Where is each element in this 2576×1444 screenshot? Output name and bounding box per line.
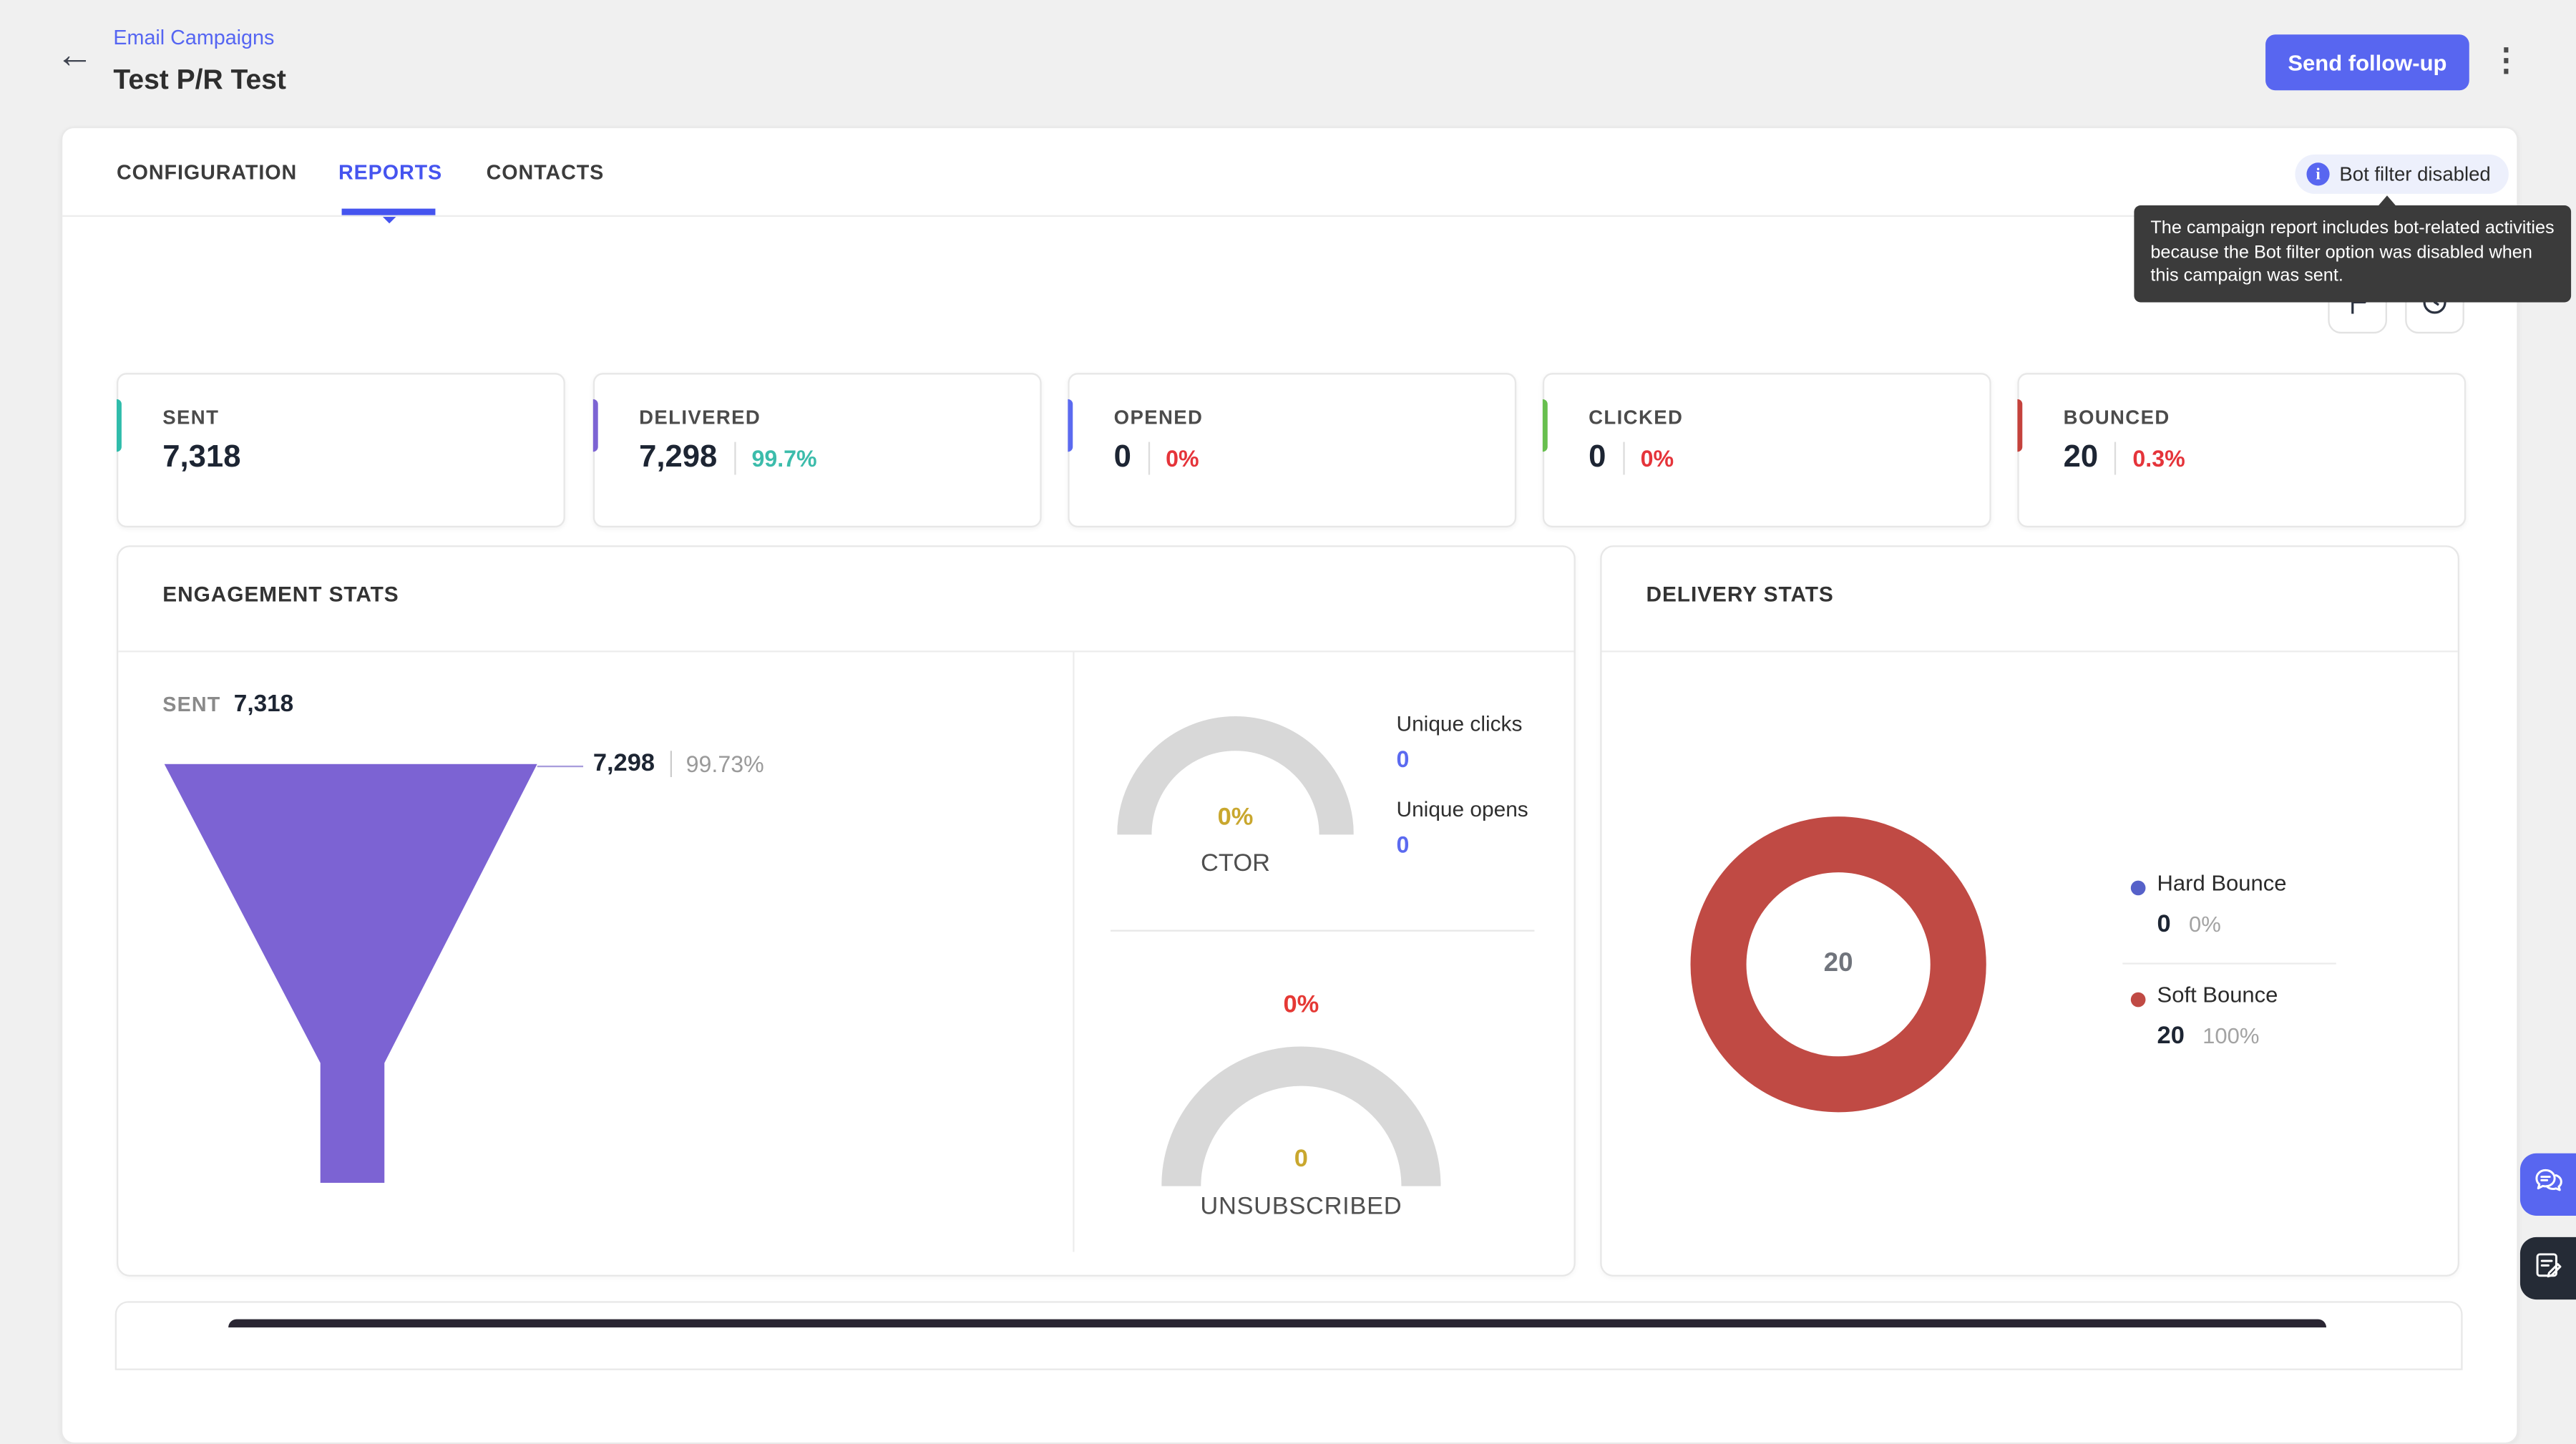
- legend-value: 20: [2157, 1022, 2185, 1050]
- delivery-stats-panel: DELIVERY STATS 20 Hard Bounce 0 0% Soft …: [1600, 545, 2459, 1277]
- back-arrow-icon[interactable]: ←: [56, 32, 94, 76]
- ctor-gauge-chart: [1117, 716, 1354, 835]
- chat-bubbles-icon: [2532, 1164, 2565, 1205]
- stat-percent: 0%: [1640, 445, 1674, 472]
- panel-title: DELIVERY STATS: [1646, 581, 1834, 607]
- divider: [1601, 650, 2458, 653]
- legend-dot-hard-bounce: [2130, 880, 2146, 896]
- separator: [1147, 442, 1150, 475]
- unsubscribed-count: 0: [1294, 1145, 1308, 1174]
- legend-dot-soft-bounce: [2130, 992, 2146, 1008]
- stat-value: 0: [1589, 440, 1606, 475]
- accent-bar: [117, 399, 122, 452]
- separator: [669, 750, 671, 776]
- legend-name-hard-bounce: Hard Bounce: [2157, 870, 2287, 896]
- legend-name-soft-bounce: Soft Bounce: [2157, 982, 2278, 1008]
- stat-label: CLICKED: [1589, 406, 1684, 429]
- accent-bar: [592, 399, 598, 452]
- divider: [1073, 652, 1075, 1252]
- stat-card-opened: OPENED 0 0%: [1068, 373, 1517, 527]
- send-followup-button[interactable]: Send follow-up: [2265, 34, 2469, 91]
- legend-value: 0: [2157, 909, 2171, 938]
- divider: [118, 650, 1574, 653]
- stat-value: 7,298: [639, 440, 718, 475]
- panel-title: ENGAGEMENT STATS: [162, 581, 399, 607]
- sent-value: 7,318: [233, 691, 294, 718]
- stat-value: 20: [2063, 440, 2099, 475]
- legend-values-hard-bounce: 0 0%: [2157, 910, 2221, 938]
- unique-opens-label: Unique opens: [1396, 796, 1528, 821]
- next-section-card: [114, 1301, 2463, 1370]
- sent-label: SENT: [162, 693, 221, 717]
- page-title: Test P/R Test: [113, 64, 286, 96]
- tab-contacts[interactable]: CONTACTS: [486, 161, 605, 185]
- stat-value: 0: [1113, 440, 1131, 475]
- stat-percent: 99.7%: [751, 445, 817, 472]
- accent-bar: [1542, 399, 1548, 452]
- stat-card-delivered: DELIVERED 7,298 99.7%: [592, 373, 1042, 527]
- funnel-delivered-label: 7,298 99.73%: [593, 749, 764, 777]
- accent-bar: [2017, 399, 2023, 452]
- stat-value: 7,318: [162, 440, 241, 475]
- donut-center-value: 20: [1823, 950, 1853, 978]
- bot-filter-label: Bot filter disabled: [2339, 162, 2491, 186]
- engagement-funnel-chart: [164, 764, 537, 1184]
- tooltip-text: The campaign report includes bot-related…: [2150, 218, 2555, 286]
- stat-label: DELIVERED: [639, 406, 761, 429]
- separator: [1622, 442, 1624, 475]
- legend-values-soft-bounce: 20 100%: [2157, 1022, 2260, 1050]
- active-tab-indicator: [341, 208, 436, 224]
- unsubscribed-gauge-chart: [1161, 1046, 1441, 1186]
- unsubscribed-label: UNSUBSCRIBED: [1200, 1192, 1402, 1221]
- funnel-callout-line: [537, 765, 584, 768]
- stat-label: SENT: [162, 406, 220, 429]
- bot-filter-badge[interactable]: i Bot filter disabled: [2295, 154, 2509, 194]
- chat-support-button[interactable]: [2519, 1153, 2576, 1216]
- legend-percent: 0%: [2188, 912, 2221, 937]
- unique-opens-value[interactable]: 0: [1396, 831, 1410, 858]
- stat-percent: 0.3%: [2132, 445, 2185, 472]
- separator: [2114, 442, 2117, 475]
- legend-percent: 100%: [2202, 1023, 2260, 1048]
- unique-clicks-label: Unique clicks: [1396, 711, 1523, 736]
- ctor-value: 0%: [1217, 803, 1254, 831]
- delivered-value: 7,298: [592, 748, 655, 777]
- report-card: CONFIGURATION REPORTS CONTACTS i Bot fil…: [60, 126, 2519, 1444]
- stat-card-bounced: BOUNCED 20 0.3%: [2017, 373, 2467, 527]
- info-icon: i: [2306, 162, 2330, 186]
- kebab-menu-icon[interactable]: ⋮: [2490, 44, 2522, 79]
- stat-label: BOUNCED: [2063, 406, 2170, 429]
- tabbar-divider: [62, 215, 2517, 218]
- unique-clicks-value[interactable]: 0: [1396, 746, 1410, 773]
- unsubscribed-percent: 0%: [1283, 990, 1319, 1019]
- bot-filter-tooltip: The campaign report includes bot-related…: [2134, 195, 2572, 302]
- funnel-sent-line: SENT 7,318: [162, 692, 293, 718]
- feedback-button[interactable]: [2519, 1236, 2576, 1300]
- stat-card-sent: SENT 7,318: [117, 373, 565, 527]
- tab-reports[interactable]: REPORTS: [338, 161, 443, 185]
- tooltip-arrow: [2377, 195, 2397, 208]
- divider: [2122, 962, 2336, 965]
- delivered-percent: 99.73%: [686, 750, 764, 776]
- stat-percent: 0%: [1166, 445, 1199, 472]
- ctor-label: CTOR: [1201, 849, 1270, 878]
- accent-bar: [1068, 399, 1073, 452]
- divider: [1111, 930, 1535, 932]
- stat-card-clicked: CLICKED 0 0%: [1542, 373, 1991, 527]
- campaign-report-page: ← Email Campaigns Test P/R Test Send fol…: [56, 26, 2576, 1444]
- separator: [733, 442, 736, 475]
- engagement-stats-panel: ENGAGEMENT STATS SENT 7,318 7,298 99.73%…: [117, 545, 1576, 1277]
- bottom-dark-bar: [228, 1319, 2327, 1328]
- breadcrumb[interactable]: Email Campaigns: [113, 26, 275, 49]
- compose-icon: [2532, 1248, 2565, 1289]
- tab-configuration[interactable]: CONFIGURATION: [117, 161, 298, 185]
- stat-label: OPENED: [1113, 406, 1204, 429]
